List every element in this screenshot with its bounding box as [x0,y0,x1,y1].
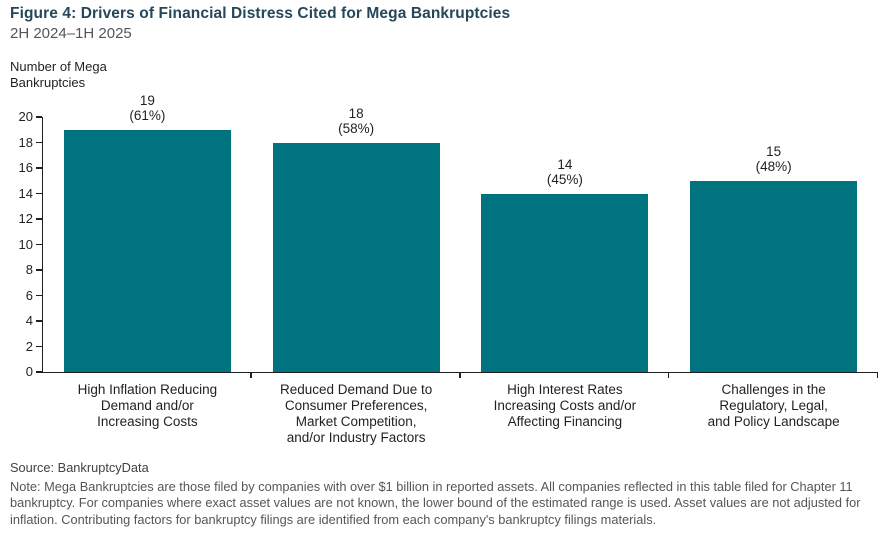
y-axis-tick [35,243,42,246]
bar-count: 15 [766,143,782,159]
x-axis-boundary-tick [250,372,252,378]
y-axis-tick [35,269,42,271]
bar-count: 18 [348,105,364,121]
x-axis-category-label: High Inflation Reducing Demand and/or Incr… [35,382,260,430]
y-axis-tick-label: 0 [25,364,33,379]
x-axis-category-line: Challenges in the [721,382,826,397]
y-axis-tick [35,218,42,220]
x-axis-category-line: Affecting Financing [507,414,623,429]
y-axis-tick-label: 12 [18,211,33,226]
y-axis-tick-label: 20 [18,109,33,124]
plot-area: 0 2 4 6 8 10 12 14 16 18 20 19 (61%) High Inflation R… [19,93,878,445]
bar-2 [272,142,440,372]
bar-value-label: 15 (48%) [669,144,878,175]
bar-3 [481,193,649,372]
y-axis-tick [35,167,42,169]
y-axis-tick [35,320,42,322]
x-axis-category-line: and/or Industry Factors [286,430,426,445]
y-axis-tick-label: 16 [18,160,33,175]
bar-1 [63,129,231,372]
bar-4 [690,180,858,372]
x-axis-category-line: Market Competition, [295,414,417,429]
y-axis-tick [35,141,42,144]
x-axis-category-line: Reduced Demand Due to [279,382,433,397]
bar-count: 19 [139,92,155,108]
y-axis-tick-label: 10 [18,236,33,252]
category-slot: 18 (58%) Reduced Demand Due to Consumer Pre… [252,106,461,445]
x-axis-category-line: Regulatory, Legal, [719,398,828,413]
bar-percent: (48%) [755,159,792,175]
x-axis-category-line: and Policy Landscape [707,414,840,429]
y-axis-tick-label: 18 [18,134,33,150]
category-slot: 15 (48%) Challenges in the Regulatory, Lega… [669,117,878,429]
x-axis-category-label: High Interest Rates Increasing Costs and/… [452,382,677,430]
x-axis-category-line: Increasing Costs and/or [493,398,637,413]
x-axis-category-label: Reduced Demand Due to Consumer Preference… [243,382,468,446]
x-axis-category-line: High Interest Rates [507,382,623,397]
x-axis-category-line: Consumer Preferences, [284,398,428,413]
y-axis-tick-label: 4 [25,313,33,328]
x-axis-category-line: Demand and/or [100,398,194,413]
y-axis-tick-label: 14 [18,185,33,201]
bar-percent: (61%) [129,108,166,124]
y-axis-tick [35,345,42,348]
category-slot: 19 (61%) High Inflation Reducing Demand and… [43,93,252,429]
bar-value-label: 18 (58%) [252,106,461,137]
bar-count: 14 [557,156,573,172]
y-axis-tick [35,192,42,195]
y-axis-title: Number of Mega Bankruptcies [10,59,107,90]
figure-title: Figure 4: Drivers of Financial Distress … [10,5,511,22]
x-axis-boundary-tick [876,372,878,378]
x-axis-category-label: Challenges in the Regulatory, Legal, and P… [661,382,886,430]
y-axis-tick-label: 6 [25,287,33,303]
figure-subtitle: 2H 2024–1H 2025 [10,25,132,42]
bar-percent: (58%) [338,121,375,136]
y-axis-tick-label: 2 [25,338,33,354]
x-axis-boundary-tick [459,372,461,378]
bar-value-label: 19 (61%) [43,93,252,124]
note-text: Note: Mega Bankruptcies are those filed … [10,479,861,527]
y-axis-tick-label: 8 [25,262,33,277]
bar-value-label: 14 (45%) [461,157,670,188]
y-axis-tick [35,371,42,373]
category-slot: 14 (45%) High Interest Rates Increasing Cos… [461,117,670,429]
x-axis-category-line: High Inflation Reducing [77,382,218,397]
x-axis-category-line: Increasing Costs [97,414,198,429]
y-axis-tick [35,294,42,297]
bar-percent: (45%) [546,172,583,187]
source-text: Source: BankruptcyData [10,460,149,475]
y-axis-tick [35,116,42,118]
x-axis-boundary-tick [667,372,670,378]
